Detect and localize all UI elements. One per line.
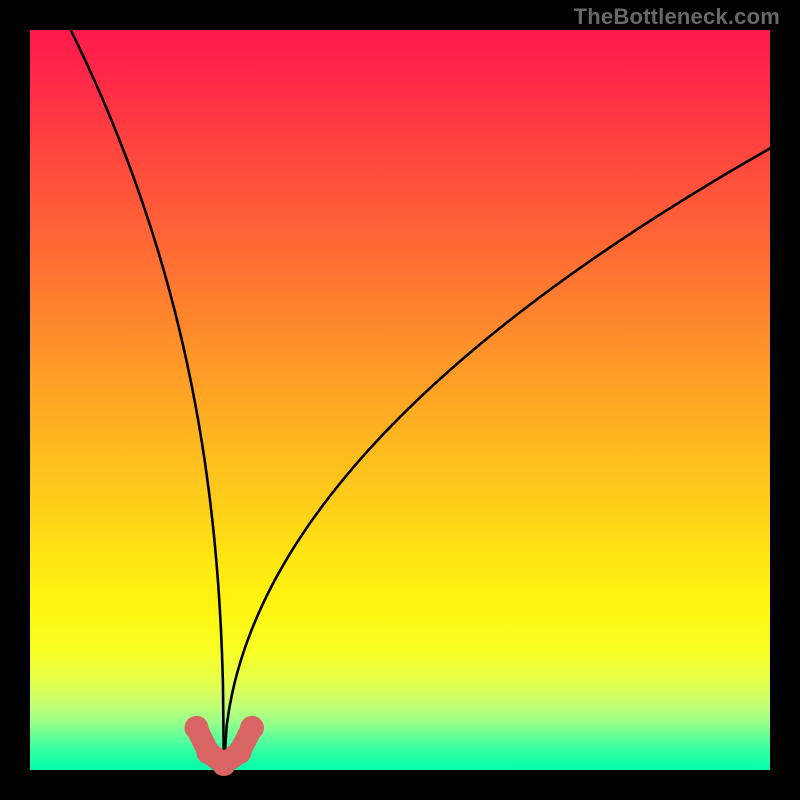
optimal-marker-dot xyxy=(240,716,264,740)
bottleneck-chart xyxy=(0,0,800,800)
gradient-background xyxy=(30,30,770,770)
optimal-marker-dot xyxy=(185,716,209,740)
optimal-marker-dot xyxy=(227,740,251,764)
chart-container: TheBottleneck.com xyxy=(0,0,800,800)
watermark-text: TheBottleneck.com xyxy=(574,4,780,30)
